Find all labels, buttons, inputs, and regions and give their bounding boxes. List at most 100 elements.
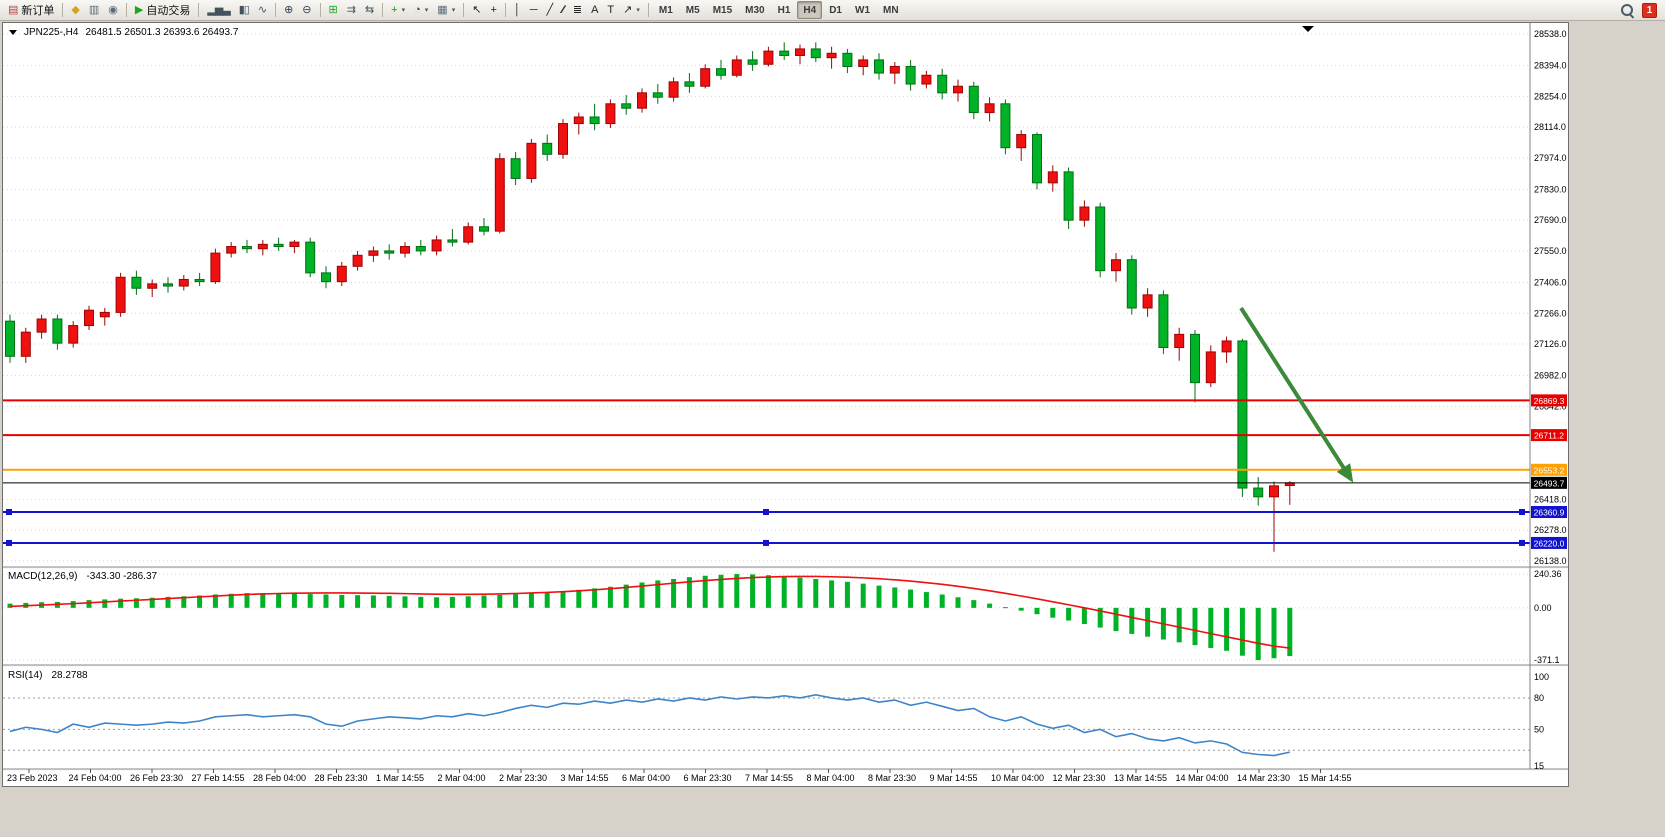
svg-text:80: 80 <box>1534 693 1544 703</box>
tile-windows-button[interactable]: ⊞ <box>325 1 342 19</box>
line-chart-button[interactable]: ∿ <box>254 1 271 19</box>
timeframe-button-h4[interactable]: H4 <box>797 1 823 19</box>
red-resistance-line-1-tag <box>1531 394 1567 407</box>
timeframe-button-m30-label: M30 <box>745 4 765 16</box>
templates-icon: ▦ <box>437 3 448 16</box>
help-icon: ◉ <box>108 3 118 16</box>
red-resistance-line-2[interactable]: 26711.2 <box>3 429 1567 442</box>
trendline-tool-button[interactable]: ╱ <box>543 1 558 19</box>
fibonacci-tool-button[interactable]: ≣ <box>569 1 586 19</box>
chart-menu-icon[interactable] <box>9 30 17 35</box>
autotrading-button[interactable]: ▶ 自动交易 <box>131 1 194 19</box>
toolbar-separator <box>504 3 506 17</box>
svg-text:27126.0: 27126.0 <box>1534 339 1567 349</box>
toolbar-separator <box>275 3 277 17</box>
arrows-tool-button[interactable]: ↗ ▾ <box>619 1 644 19</box>
vertical-line-tool-button[interactable]: │ <box>510 1 525 19</box>
zoom-out-button[interactable]: ⊖ <box>298 1 315 19</box>
search-icon[interactable] <box>1620 3 1635 18</box>
svg-text:8 Mar 04:00: 8 Mar 04:00 <box>807 773 855 783</box>
toolbar-right: 1 <box>1620 2 1661 18</box>
toolbar-separator <box>319 3 321 17</box>
templates-button[interactable]: ▦ ▾ <box>433 1 459 19</box>
print-icon: ▥ <box>88 3 100 16</box>
notification-badge[interactable]: 1 <box>1642 2 1657 18</box>
crosshair-tool-button[interactable]: + <box>486 1 500 19</box>
timeframe-button-w1[interactable]: W1 <box>849 1 876 19</box>
auto-scroll-icon: ⇉ <box>346 3 356 16</box>
svg-text:26553.2: 26553.2 <box>1534 465 1565 475</box>
red-resistance-line-1[interactable]: 26869.3 <box>3 394 1567 407</box>
timeframe-button-h1[interactable]: H1 <box>772 1 797 19</box>
metaeditor-button[interactable]: ◆ <box>67 1 83 19</box>
chart-window[interactable]: JPN225-,H4 26481.5 26501.3 26393.6 26493… <box>2 22 1569 787</box>
blue-support-line-1[interactable]: 26360.9 <box>3 506 1567 519</box>
chart-shift-icon: ⇆ <box>364 3 375 16</box>
svg-text:3 Mar 14:55: 3 Mar 14:55 <box>561 773 609 783</box>
current-price-line[interactable]: 26493.7 <box>3 476 1567 489</box>
equidistant-channel-tool-button[interactable]: ∕∕ <box>558 1 568 19</box>
zoom-in-button[interactable]: ⊕ <box>280 1 297 19</box>
cursor-tool-icon: ↖ <box>472 3 482 16</box>
chart-scroll-marker[interactable] <box>1302 26 1314 32</box>
timeframe-button-m15[interactable]: M15 <box>707 1 738 19</box>
timeframe-button-m5-label: M5 <box>685 4 700 16</box>
timeframe-button-m1-label: M1 <box>658 4 673 16</box>
chart-shift-button[interactable]: ⇆ <box>361 1 378 19</box>
auto-scroll-button[interactable]: ⇉ <box>343 1 360 19</box>
metaeditor-icon: ◆ <box>71 3 80 16</box>
svg-text:28538.0: 28538.0 <box>1534 29 1567 39</box>
chevron-down-icon: ▾ <box>424 7 429 14</box>
svg-text:28114.0: 28114.0 <box>1534 122 1566 132</box>
new-order-button[interactable]: ▤ 新订单 <box>4 1 58 19</box>
svg-text:28 Feb 04:00: 28 Feb 04:00 <box>253 773 306 783</box>
svg-text:26493.7: 26493.7 <box>1534 478 1565 488</box>
bar-chart-button[interactable]: ▂▅▃ <box>203 1 233 19</box>
cursor-tool-button[interactable]: ↖ <box>468 1 485 19</box>
orange-level-line-tag <box>1531 463 1567 476</box>
blue-support-line-2-tag <box>1531 536 1567 549</box>
trendline-tool-icon: ╱ <box>546 3 554 16</box>
svg-text:26982.0: 26982.0 <box>1534 371 1567 381</box>
periods-button[interactable]: ◔ ▾ <box>410 1 432 19</box>
timeframe-button-w1-label: W1 <box>855 4 870 16</box>
svg-text:26711.2: 26711.2 <box>1534 431 1564 441</box>
chart-ohlc-values: 26481.5 26501.3 26393.6 26493.7 <box>85 27 239 38</box>
help-button[interactable]: ◉ <box>104 1 122 19</box>
print-button[interactable]: ▥ <box>85 1 103 19</box>
svg-text:240.36: 240.36 <box>1534 569 1562 579</box>
current-price-line-tag <box>1531 476 1567 489</box>
arrows-tool-icon: ↗ <box>623 3 633 16</box>
timeframe-button-m30[interactable]: M30 <box>739 1 770 19</box>
time-axis[interactable]: 23 Feb 2023 24 Feb 04:00 26 Feb 23:30 27 Fe… <box>7 769 1352 783</box>
timeframe-button-d1[interactable]: D1 <box>823 1 848 19</box>
svg-text:27 Feb 14:55: 27 Feb 14:55 <box>192 773 245 783</box>
vertical-line-tool-icon: │ <box>513 3 521 16</box>
rsi-line <box>9 693 1290 757</box>
svg-text:14 Mar 23:30: 14 Mar 23:30 <box>1237 773 1290 783</box>
blue-support-line-2[interactable]: 26220.0 <box>3 536 1567 549</box>
text-tool-button[interactable]: A <box>587 1 602 19</box>
horizontal-line-tool-button[interactable]: ─ <box>526 1 542 19</box>
timeframe-button-m5[interactable]: M5 <box>680 1 706 19</box>
timeframe-button-m1[interactable]: M1 <box>653 1 679 19</box>
periods-icon: ◔ <box>414 3 421 16</box>
macd-label: MACD(12,26,9) -343.30 -286.37 <box>8 571 158 582</box>
zoom-out-icon: ⊖ <box>302 3 312 16</box>
macd-histogram <box>7 574 1293 661</box>
timeframe-button-mn[interactable]: MN <box>877 1 905 19</box>
timeframe-button-h4-label: H4 <box>803 4 817 16</box>
svg-text:100: 100 <box>1534 672 1549 682</box>
svg-text:12 Mar 23:30: 12 Mar 23:30 <box>1053 773 1106 783</box>
orange-level-line[interactable]: 26553.2 <box>3 463 1567 476</box>
indicators-button[interactable]: + ▾ <box>387 1 409 19</box>
trend-arrow[interactable] <box>1239 306 1354 483</box>
price-axis: 28538.0 28394.0 28254.0 28114.0 27974.0 27830… <box>3 29 1567 566</box>
rsi-indicator-value: 28.2788 <box>51 670 88 681</box>
text-label-tool-button[interactable]: T <box>603 1 618 19</box>
zoom-in-icon: ⊕ <box>284 3 294 16</box>
chart-canvas[interactable]: 28538.0 28394.0 28254.0 28114.0 27974.0 27830… <box>3 23 1568 786</box>
indicators-icon: + <box>391 3 398 16</box>
autotrading-button-label: 自动交易 <box>146 5 191 17</box>
candlestick-chart-button[interactable]: ▮▯ <box>235 1 253 19</box>
